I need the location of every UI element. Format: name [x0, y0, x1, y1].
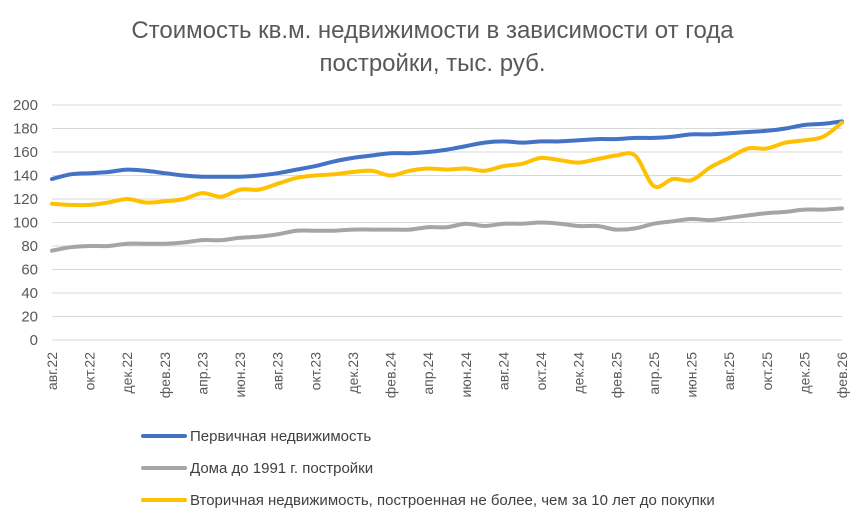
x-axis-tick-labels: авг.22 окт.22 дек.22 фев.23 апр.23 июн.23 авг.…	[44, 352, 850, 398]
x-tick-label: фев.25	[608, 352, 624, 398]
x-tick-label: июн.23	[232, 352, 248, 398]
legend-item-pre-1991: Дома до 1991 г. постройки	[141, 460, 373, 477]
x-tick-label: авг.23	[270, 352, 286, 390]
series-line-pre-1991	[50, 206, 844, 253]
legend-item-primary: Первичная недвижимость	[141, 428, 371, 445]
x-tick-label: дек.23	[345, 352, 361, 394]
x-tick-label: фев.26	[834, 352, 850, 398]
x-tick-label: июн.25	[684, 352, 700, 398]
x-tick-label: фев.24	[383, 352, 399, 398]
x-tick-label: июн.24	[458, 352, 474, 398]
legend-label: Первичная недвижимость	[190, 428, 371, 445]
x-tick-label: окт.23	[307, 352, 323, 391]
x-tick-label: апр.25	[646, 352, 662, 395]
y-tick-label: 100	[13, 215, 38, 232]
chart-title: Стоимость кв.м. недвижимости в зависимос…	[0, 14, 865, 80]
x-tick-label: апр.23	[194, 352, 210, 395]
grid-lines	[52, 104, 842, 341]
y-tick-label: 180	[13, 121, 38, 138]
y-tick-label: 20	[21, 309, 38, 326]
x-tick-label: авг.22	[44, 352, 60, 390]
series-lines	[50, 119, 844, 253]
x-tick-label: дек.24	[571, 352, 587, 394]
x-tick-label: авг.24	[495, 352, 511, 390]
x-tick-label: дек.25	[796, 352, 812, 394]
x-tick-label: авг.25	[721, 352, 737, 390]
y-tick-label: 160	[13, 144, 38, 161]
x-tick-label: фев.23	[157, 352, 173, 398]
x-tick-label: дек.22	[119, 352, 135, 394]
legend: Первичная недвижимость Дома до 1991 г. по…	[141, 428, 715, 509]
y-tick-label: 0	[30, 332, 38, 349]
x-tick-label: окт.24	[533, 352, 549, 391]
y-axis-tick-labels: 0 20 40 60 80 100 120 140 160 180 200	[13, 97, 38, 349]
series-line-secondary	[50, 120, 844, 208]
x-tick-label: апр.24	[420, 352, 436, 395]
y-tick-label: 60	[21, 262, 38, 279]
y-tick-label: 80	[21, 238, 38, 255]
chart-title-line-2: постройки, тыс. руб.	[319, 50, 546, 77]
series-line-primary	[50, 119, 844, 181]
y-tick-label: 140	[13, 168, 38, 185]
x-tick-label: окт.22	[82, 352, 98, 391]
x-tick-label: окт.25	[759, 352, 775, 391]
legend-label: Вторичная недвижимость, построенная не б…	[190, 492, 715, 509]
chart-title-line-1: Стоимость кв.м. недвижимости в зависимос…	[131, 17, 734, 44]
legend-item-secondary: Вторичная недвижимость, построенная не б…	[141, 492, 715, 509]
y-tick-label: 120	[13, 191, 38, 208]
y-tick-label: 200	[13, 97, 38, 114]
y-tick-label: 40	[21, 285, 38, 302]
legend-label: Дома до 1991 г. постройки	[190, 460, 373, 477]
